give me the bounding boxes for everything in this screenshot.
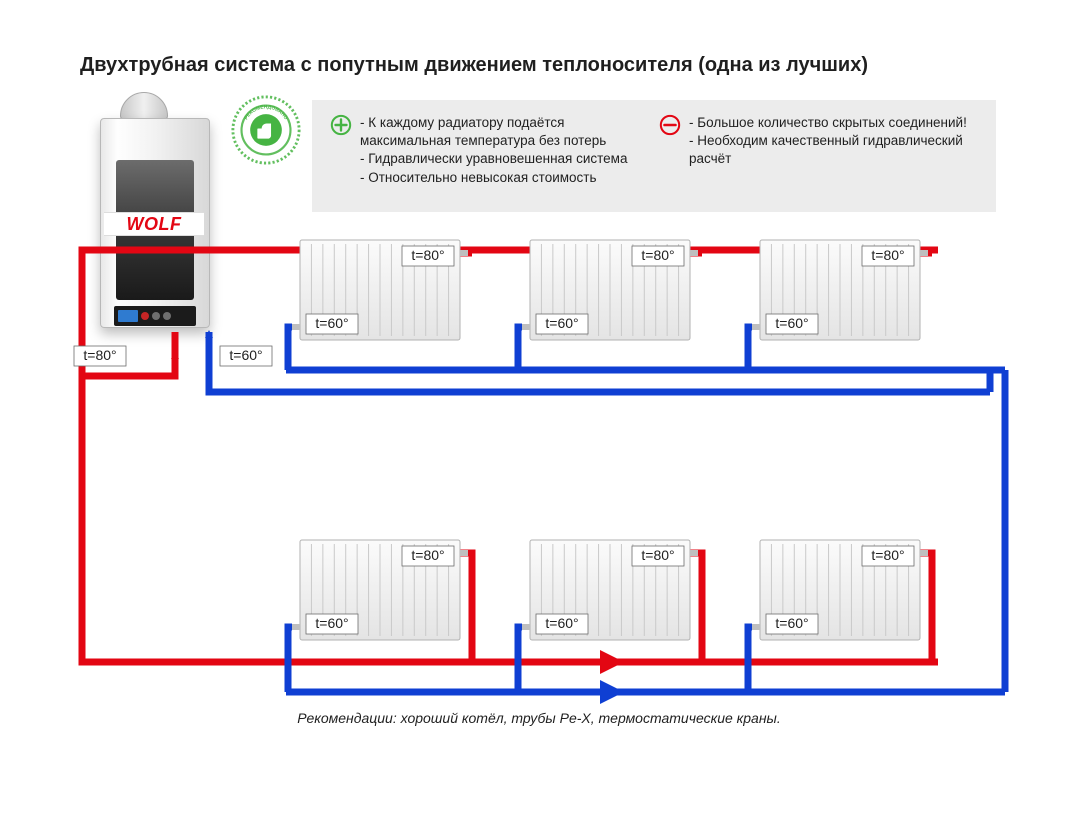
recommended-stamp: РЕКОМЕНДОВАНО xyxy=(230,94,302,166)
page-title: Двухтрубная система с попутным движением… xyxy=(80,54,868,77)
svg-text:t=80°: t=80° xyxy=(83,347,116,363)
cons-item: Необходим качественный гидравлический ра… xyxy=(689,132,978,168)
svg-text:t=60°: t=60° xyxy=(315,315,348,331)
plus-icon xyxy=(330,114,352,136)
pros-item: Гидравлически уравновешенная система xyxy=(360,150,649,168)
boiler-flue xyxy=(120,92,168,120)
pros-item: К каждому радиатору подаётся максимальна… xyxy=(360,114,649,150)
svg-text:t=80°: t=80° xyxy=(641,547,674,563)
svg-text:t=60°: t=60° xyxy=(315,615,348,631)
pros-column: К каждому радиатору подаётся максимальна… xyxy=(330,114,649,202)
svg-text:t=60°: t=60° xyxy=(545,315,578,331)
cons-list: Большое количество скрытых соединений! Н… xyxy=(689,114,978,202)
svg-text:t=80°: t=80° xyxy=(871,547,904,563)
pros-list: К каждому радиатору подаётся максимальна… xyxy=(360,114,649,202)
cons-column: Большое количество скрытых соединений! Н… xyxy=(659,114,978,202)
pros-item: Относительно невысокая стоимость xyxy=(360,169,649,187)
recommendation-note: Рекомендации: хороший котёл, трубы Pe-X,… xyxy=(0,710,1078,726)
svg-text:t=60°: t=60° xyxy=(775,315,808,331)
svg-text:t=80°: t=80° xyxy=(641,247,674,263)
svg-text:t=80°: t=80° xyxy=(411,247,444,263)
cons-item: Большое количество скрытых соединений! xyxy=(689,114,978,132)
svg-text:t=60°: t=60° xyxy=(775,615,808,631)
minus-icon xyxy=(659,114,681,136)
svg-text:t=80°: t=80° xyxy=(871,247,904,263)
piping-diagram: t=80° t=60° t=80° t=60° t=80° t=60° t=80° t=60°… xyxy=(70,230,1030,730)
svg-text:t=80°: t=80° xyxy=(411,547,444,563)
info-box: К каждому радиатору подаётся максимальна… xyxy=(312,100,996,212)
svg-text:t=60°: t=60° xyxy=(545,615,578,631)
svg-text:t=60°: t=60° xyxy=(229,347,262,363)
